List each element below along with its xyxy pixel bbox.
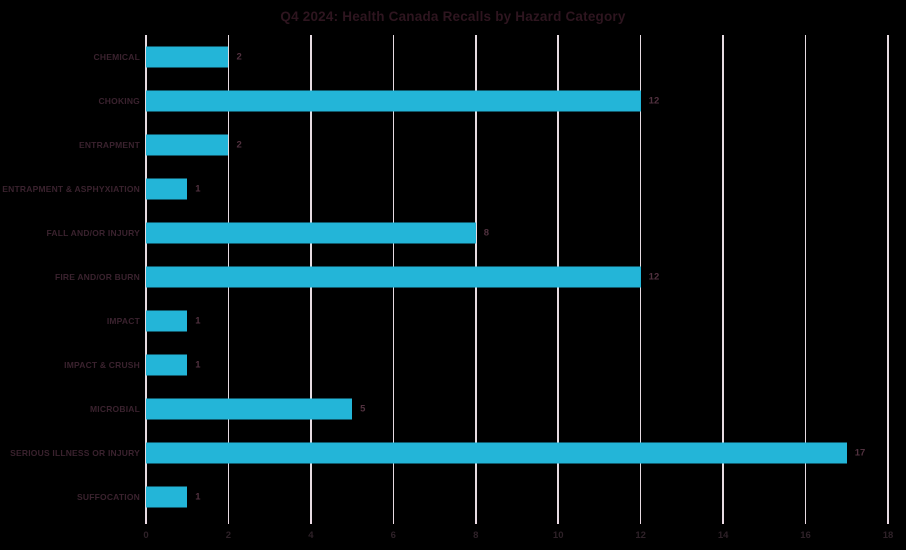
category-label: CHEMICAL [93,52,140,62]
bar-row: SUFFOCATION 1 [0,475,906,519]
bar [146,398,353,420]
bar [146,134,229,156]
value-label: 2 [236,51,242,63]
tick-mark [145,519,147,524]
tick-mark [227,519,230,524]
category-label: MICROBIAL [90,404,140,414]
x-tick-label: 18 [882,530,894,541]
value-label: 12 [648,95,660,107]
bar [146,90,641,112]
bar-zone: 2 [146,123,906,167]
x-tick-label: 8 [473,530,479,541]
category-label: ENTRAPMENT & ASPHYXIATION [2,184,140,194]
x-tick-label: 14 [717,530,729,541]
bar-rows: CHEMICAL 2 CHOKING 12 ENTRAPMENT 2 ENTRAPMENT … [0,35,906,519]
x-axis: 0 2 4 6 8 10 12 14 16 18 [143,519,893,550]
bar [146,354,188,376]
bar-zone: 12 [146,255,906,299]
bar-row: CHOKING 12 [0,79,906,123]
bar [146,486,188,508]
category-label: SERIOUS ILLNESS OR INJURY [10,448,140,458]
category-label: IMPACT & CRUSH [64,360,140,370]
bar-zone: 8 [146,211,906,255]
value-label: 8 [483,227,490,239]
bar-zone: 1 [146,343,906,387]
category-label: CHOKING [98,96,140,106]
bar-zone: 1 [146,299,906,343]
bar [146,222,476,244]
value-label: 1 [195,491,201,503]
gridline-x-16 [804,35,807,519]
bar-zone: 1 [146,167,906,211]
value-label: 12 [648,271,660,283]
category-label: IMPACT [106,316,140,326]
x-tick-label: 16 [800,530,811,541]
tick-mark [475,519,477,524]
category-label: SUFFOCATION [77,492,140,502]
category-label: ENTRAPMENT [78,140,140,150]
x-tick-label: 6 [390,530,396,541]
value-label: 2 [236,139,242,151]
bar [146,310,188,332]
tick-mark [887,519,889,524]
gridline-x-12 [639,35,642,519]
gridline-x-18 [887,35,889,519]
bar-row: IMPACT & CRUSH 1 [0,343,906,387]
tick-mark [804,519,807,524]
value-label: 1 [195,359,201,371]
bar-row: SERIOUS ILLNESS OR INJURY 17 [0,431,906,475]
bar-zone: 1 [146,475,906,519]
gridline-x-14 [722,35,724,519]
tick-mark [557,519,559,524]
value-label: 1 [195,315,201,327]
x-tick-label: 12 [635,530,646,541]
bar-row: FIRE AND/OR BURN 12 [0,255,906,299]
bar-zone: 5 [146,387,906,431]
tick-mark [310,519,312,524]
category-label: FALL AND/OR INJURY [46,228,140,238]
bar [146,266,641,288]
bar [146,178,188,200]
x-tick-label: 10 [552,530,564,541]
x-tick-label: 2 [225,530,232,541]
tick-mark [722,519,724,524]
category-label: FIRE AND/OR BURN [54,272,140,282]
bar-row: CHEMICAL 2 [0,35,906,79]
bar-row: IMPACT 1 [0,299,906,343]
value-label: 1 [195,183,201,195]
tick-mark [392,519,395,524]
value-label: 5 [360,403,366,415]
bar-row: ENTRAPMENT & ASPHYXIATION 1 [0,167,906,211]
tick-mark [639,519,642,524]
bar-zone: 17 [146,431,906,475]
bar-zone: 2 [146,35,906,79]
x-tick-label: 4 [308,530,314,541]
bar [146,46,229,68]
bar-row: MICROBIAL 5 [0,387,906,431]
bar-row: FALL AND/OR INJURY 8 [0,211,906,255]
chart-title: Q4 2024: Health Canada Recalls by Hazard… [280,9,626,24]
bar [146,442,847,464]
bar-zone: 12 [146,79,906,123]
value-label: 17 [854,447,866,459]
bar-row: ENTRAPMENT 2 [0,123,906,167]
x-tick-label: 0 [143,530,149,541]
